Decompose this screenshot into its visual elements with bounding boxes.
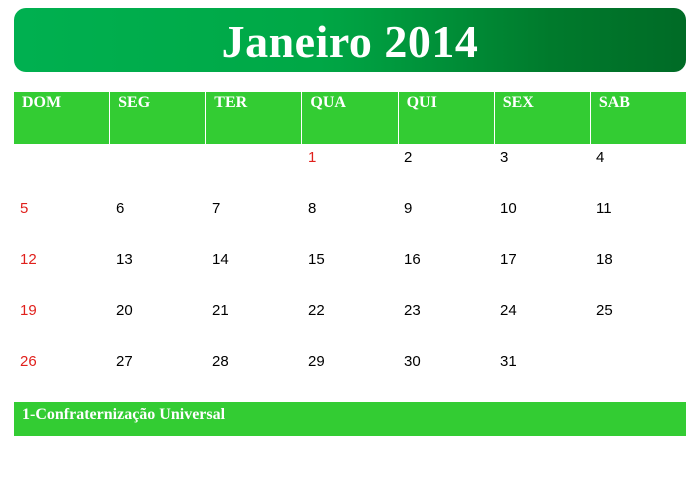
day-cell: 17: [500, 251, 517, 268]
day-cell: 1: [308, 149, 317, 166]
weekday-header-sab: SAB: [590, 92, 686, 144]
day-cell: 9: [404, 200, 413, 217]
calendar-grid: 1 2 3 4 5 6 7 8 9 10 11 12 13 14 15 16 1…: [14, 144, 686, 399]
weekday-header-dom: DOM: [14, 92, 111, 144]
day-cell: 28: [212, 353, 229, 370]
weekday-header-row: DOM SEG TER QUA QUI SEX SAB: [14, 92, 686, 144]
day-cell: 27: [116, 353, 133, 370]
day-cell: 24: [500, 302, 517, 319]
day-cell: 25: [596, 302, 613, 319]
day-cell: 13: [116, 251, 133, 268]
weekday-header-qua: QUA: [302, 92, 399, 144]
calendar-week: 19 20 21 22 23 24 25: [14, 297, 686, 348]
day-cell: 4: [596, 149, 605, 166]
day-cell: 15: [308, 251, 325, 268]
day-cell: 6: [116, 200, 125, 217]
day-cell: 18: [596, 251, 613, 268]
day-cell: 22: [308, 302, 325, 319]
day-cell: 3: [500, 149, 509, 166]
holiday-note-bar: 1-Confraternização Universal: [14, 402, 686, 436]
month-title-banner: Janeiro 2014: [14, 8, 686, 72]
day-cell: 8: [308, 200, 317, 217]
day-cell: 2: [404, 149, 413, 166]
holiday-note: 1-Confraternização Universal: [22, 406, 226, 423]
day-cell: 21: [212, 302, 229, 319]
day-cell: 7: [212, 200, 221, 217]
day-cell: [590, 348, 686, 399]
calendar-week: 1 2 3 4: [14, 144, 686, 195]
day-cell: 10: [500, 200, 517, 217]
day-cell: 19: [20, 302, 37, 319]
day-cell: 16: [404, 251, 421, 268]
day-cell: 30: [404, 353, 421, 370]
day-cell: 23: [404, 302, 421, 319]
day-cell: 5: [20, 200, 29, 217]
day-cell: 14: [212, 251, 229, 268]
calendar-week: 12 13 14 15 16 17 18: [14, 246, 686, 297]
day-cell: 31: [500, 353, 517, 370]
day-cell: [206, 144, 302, 195]
weekday-header-qui: QUI: [398, 92, 495, 144]
weekday-header-seg: SEG: [110, 92, 207, 144]
day-cell: 26: [20, 353, 37, 370]
day-cell: 20: [116, 302, 133, 319]
day-cell: 29: [308, 353, 325, 370]
day-cell: [14, 144, 110, 195]
day-cell: [110, 144, 206, 195]
day-cell: 11: [596, 200, 612, 217]
weekday-header-ter: TER: [206, 92, 303, 144]
day-cell: 12: [20, 251, 37, 268]
calendar-week: 26 27 28 29 30 31: [14, 348, 686, 399]
month-title: Janeiro 2014: [221, 16, 479, 67]
weekday-header-sex: SEX: [494, 92, 591, 144]
calendar-week: 5 6 7 8 9 10 11: [14, 195, 686, 246]
